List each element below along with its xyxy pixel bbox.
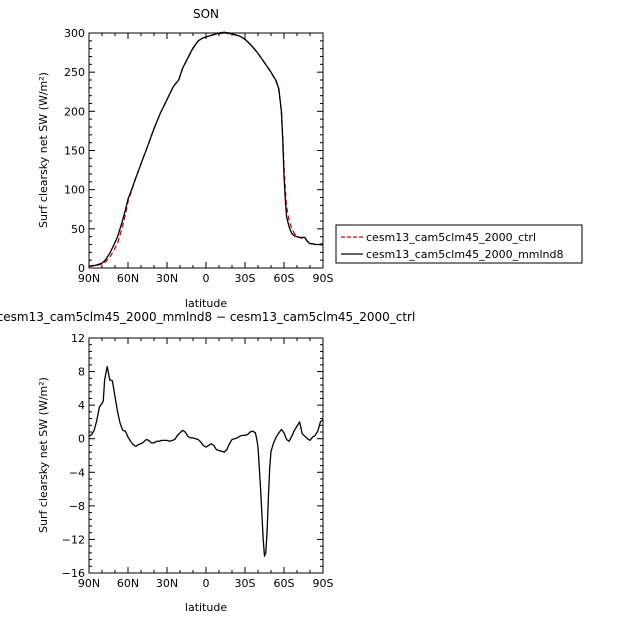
legend: cesm13_cam5clm45_2000_ctrl cesm13_cam5cl… xyxy=(335,224,583,264)
y-tick-label: 300 xyxy=(64,27,85,40)
y-tick-label: −8 xyxy=(69,500,85,513)
series-line-0-0 xyxy=(88,32,324,268)
y-tick-label: 200 xyxy=(64,105,85,118)
y-tick-label: 100 xyxy=(64,184,85,197)
x-tick-label: 30N xyxy=(156,577,178,590)
bottom-plot-frame xyxy=(88,337,324,574)
x-tick-label: 90S xyxy=(313,577,334,590)
y-tick-label: −4 xyxy=(69,466,85,479)
x-tick-label: 30S xyxy=(235,577,256,590)
top-y-axis-label: Surf clearsky net SW (W/m²) xyxy=(37,72,50,228)
y-tick-label: 0 xyxy=(78,262,85,275)
top-chart: SON 90N 60N 30N 0 30S 60S 90S 0 50 100 150 200 250 30… xyxy=(37,7,334,310)
top-x-axis-label: latitude xyxy=(185,297,227,310)
x-tick-label: 0 xyxy=(203,272,210,285)
y-tick-label: 12 xyxy=(71,332,85,345)
x-tick-label: 90S xyxy=(313,272,334,285)
x-tick-label: 90N xyxy=(78,577,100,590)
x-tick-label: 60S xyxy=(274,272,295,285)
y-tick-label: −12 xyxy=(62,533,85,546)
series-line-1-0 xyxy=(88,365,324,557)
top-plot-frame xyxy=(88,32,324,269)
bottom-x-axis-label: latitude xyxy=(185,601,227,614)
y-tick-label: 0 xyxy=(78,433,85,446)
legend-label-mmlnd8: cesm13_cam5clm45_2000_mmlnd8 xyxy=(366,248,564,261)
y-tick-label: −16 xyxy=(62,567,85,580)
legend-box xyxy=(335,224,583,264)
x-tick-label: 60N xyxy=(117,577,139,590)
x-tick-label: 30S xyxy=(235,272,256,285)
y-tick-label: 4 xyxy=(78,399,85,412)
x-tick-label: 90N xyxy=(78,272,100,285)
top-chart-title: SON xyxy=(193,7,219,21)
legend-label-ctrl: cesm13_cam5clm45_2000_ctrl xyxy=(366,231,536,244)
bottom-y-axis-label: Surf clearsky net SW (W/m²) xyxy=(37,377,50,533)
bottom-chart-title: cesm13_cam5clm45_2000_mmlnd8 − cesm13_ca… xyxy=(0,310,415,324)
series-line-0-1 xyxy=(88,31,324,267)
y-tick-label: 8 xyxy=(78,366,85,379)
x-tick-label: 0 xyxy=(203,577,210,590)
x-tick-label: 30N xyxy=(156,272,178,285)
x-tick-label: 60N xyxy=(117,272,139,285)
y-tick-label: 150 xyxy=(64,145,85,158)
y-tick-label: 250 xyxy=(64,66,85,79)
y-tick-label: 50 xyxy=(71,223,85,236)
bottom-chart: cesm13_cam5clm45_2000_mmlnd8 − cesm13_ca… xyxy=(0,310,415,614)
x-tick-label: 60S xyxy=(274,577,295,590)
